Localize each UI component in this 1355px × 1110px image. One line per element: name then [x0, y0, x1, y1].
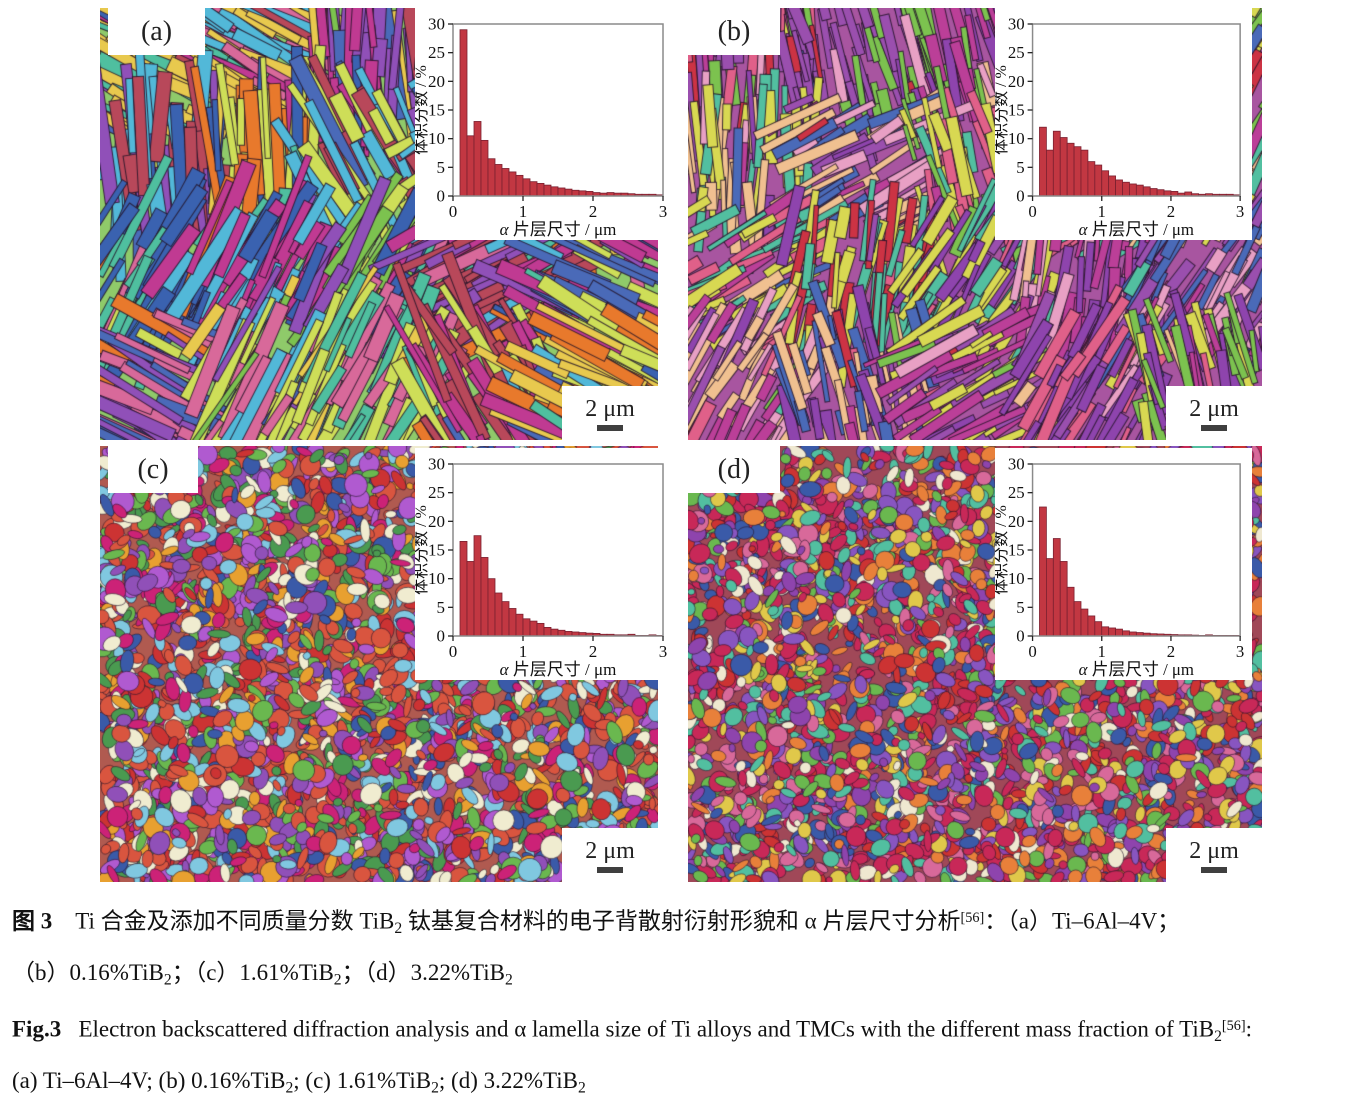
- panel-label-a: (a): [108, 8, 205, 55]
- svg-text:α 片层尺寸 / μm: α 片层尺寸 / μm: [1079, 220, 1194, 239]
- panel-label-d-text: (d): [717, 453, 751, 485]
- panel-label-b: (b): [688, 8, 780, 55]
- svg-text:15: 15: [1008, 540, 1025, 559]
- histogram-inset-d: 0 5 10 15 20 25 30 0 1 2 3 体积分数 / % α 片层尺寸 / μm: [995, 448, 1252, 680]
- svg-text:25: 25: [1008, 483, 1025, 502]
- svg-text:3: 3: [659, 642, 668, 661]
- svg-text:2: 2: [1167, 642, 1175, 661]
- scalebar-c-bar: [597, 866, 623, 873]
- scalebar-c: 2 μm: [562, 828, 658, 882]
- svg-text:15: 15: [428, 101, 445, 120]
- svg-text:20: 20: [1008, 72, 1025, 91]
- svg-text:0: 0: [449, 642, 458, 661]
- svg-text:15: 15: [428, 541, 445, 560]
- svg-text:25: 25: [428, 43, 445, 62]
- svg-text:3: 3: [659, 202, 668, 221]
- svg-text:体积分数 / %: 体积分数 / %: [415, 65, 430, 155]
- histogram-a: 0 5 10 15 20 25 30 0 1 2 3 体积分数 / % α 片层尺寸 / μm: [415, 8, 675, 240]
- histogram-inset-c: 0 5 10 15 20 25 30 0 1 2 3 体积分数 / % α 片层尺寸 / μm: [415, 448, 675, 680]
- svg-text:5: 5: [1016, 158, 1024, 177]
- svg-text:25: 25: [428, 483, 445, 502]
- svg-text:0: 0: [437, 187, 446, 206]
- svg-text:20: 20: [428, 512, 445, 531]
- svg-text:2: 2: [1167, 202, 1175, 221]
- svg-text:15: 15: [1008, 100, 1025, 119]
- svg-text:5: 5: [1016, 598, 1024, 617]
- svg-text:体积分数 / %: 体积分数 / %: [995, 65, 1010, 155]
- svg-text:体积分数 / %: 体积分数 / %: [415, 505, 430, 595]
- svg-text:2: 2: [589, 202, 598, 221]
- svg-text:10: 10: [428, 569, 445, 588]
- scalebar-d-bar: [1201, 866, 1227, 873]
- svg-text:3: 3: [1236, 642, 1244, 661]
- svg-text:30: 30: [428, 455, 445, 474]
- caption-zh-line2: （b）0.16%TiB2；（c）1.61%TiB2；（d）3.22%TiB2: [12, 959, 513, 989]
- figure-page: { "figure": { "panels": [ { "id": "a", "…: [12, 8, 1262, 1097]
- svg-text:0: 0: [449, 202, 458, 221]
- svg-text:5: 5: [437, 598, 446, 617]
- scalebar-a-text: 2 μm: [585, 395, 635, 422]
- histogram-b: 0 5 10 15 20 25 30 0 1 2 3 体积分数 / % α 片层尺寸 / μm: [995, 8, 1252, 240]
- svg-text:20: 20: [1008, 512, 1025, 531]
- scalebar-b-text: 2 μm: [1189, 395, 1239, 422]
- svg-text:0: 0: [1016, 626, 1024, 645]
- svg-text:α 片层尺寸 / μm: α 片层尺寸 / μm: [500, 220, 617, 239]
- svg-text:0: 0: [437, 627, 446, 646]
- histogram-inset-b: 0 5 10 15 20 25 30 0 1 2 3 体积分数 / % α 片层尺寸 / μm: [995, 8, 1252, 240]
- svg-text:30: 30: [1008, 14, 1025, 33]
- histogram-c: 0 5 10 15 20 25 30 0 1 2 3 体积分数 / % α 片层尺寸 / μm: [415, 448, 675, 680]
- panel-label-d: (d): [688, 446, 780, 493]
- svg-text:体积分数 / %: 体积分数 / %: [995, 505, 1010, 595]
- svg-text:1: 1: [519, 202, 528, 221]
- svg-text:10: 10: [1008, 569, 1025, 588]
- svg-text:20: 20: [428, 72, 445, 91]
- caption-zh-line1: 图 3 Ti 合金及添加不同质量分数 TiB2 钛基复合材料的电子背散射衍射形貌…: [12, 908, 1181, 937]
- figure-captions: 图 3 Ti 合金及添加不同质量分数 TiB2 钛基复合材料的电子背散射衍射形貌…: [12, 896, 1348, 1110]
- svg-text:1: 1: [1098, 642, 1106, 661]
- svg-text:1: 1: [1098, 202, 1106, 221]
- scalebar-c-text: 2 μm: [585, 837, 635, 864]
- panel-label-c: (c): [108, 446, 198, 493]
- svg-text:25: 25: [1008, 43, 1025, 62]
- svg-text:10: 10: [428, 129, 445, 148]
- scalebar-d: 2 μm: [1166, 828, 1262, 882]
- svg-text:10: 10: [1008, 129, 1025, 148]
- svg-text:α 片层尺寸 / μm: α 片层尺寸 / μm: [500, 660, 617, 679]
- svg-text:α 片层尺寸 / μm: α 片层尺寸 / μm: [1079, 660, 1194, 679]
- svg-text:1: 1: [519, 642, 528, 661]
- svg-text:30: 30: [1008, 454, 1025, 473]
- scalebar-b: 2 μm: [1166, 386, 1262, 440]
- panel-label-a-text: (a): [140, 15, 173, 47]
- panel-label-c-text: (c): [137, 453, 169, 485]
- svg-text:3: 3: [1236, 202, 1244, 221]
- svg-text:0: 0: [1028, 642, 1036, 661]
- svg-text:0: 0: [1028, 202, 1036, 221]
- scalebar-d-text: 2 μm: [1189, 837, 1239, 864]
- scalebar-a-bar: [597, 424, 623, 431]
- caption-en-line1: Fig.3 Electron backscattered diffraction…: [12, 1016, 1253, 1045]
- svg-text:30: 30: [428, 15, 445, 34]
- scalebar-b-bar: [1201, 424, 1227, 431]
- svg-text:2: 2: [589, 642, 598, 661]
- histogram-inset-a: 0 5 10 15 20 25 30 0 1 2 3 体积分数 / % α 片层尺寸 / μm: [415, 8, 675, 240]
- scalebar-a: 2 μm: [562, 386, 658, 440]
- histogram-d: 0 5 10 15 20 25 30 0 1 2 3 体积分数 / % α 片层尺寸 / μm: [995, 448, 1252, 680]
- svg-text:5: 5: [437, 158, 446, 177]
- svg-text:0: 0: [1016, 186, 1024, 205]
- panel-label-b-text: (b): [717, 15, 751, 47]
